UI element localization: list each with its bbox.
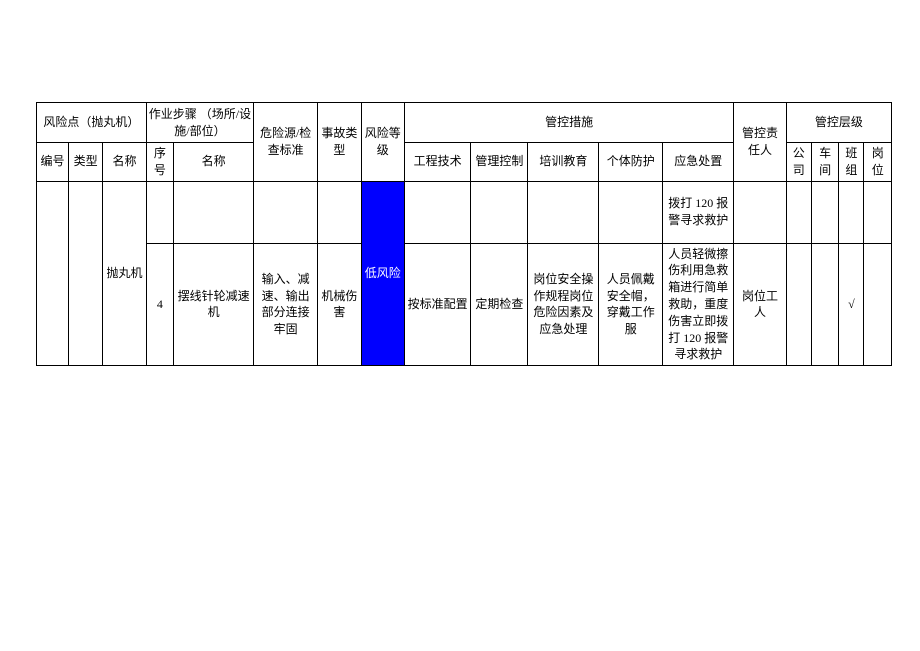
hdr-team: 班组 [839, 143, 864, 182]
cell-ppe-top [599, 181, 663, 243]
cell-name: 抛丸机 [103, 181, 146, 366]
cell-company [786, 243, 811, 366]
cell-risk-level: 低风险 [361, 181, 404, 366]
cell-workshop [811, 243, 838, 366]
hdr-emerg: 应急处置 [663, 143, 734, 182]
cell-hazard-top [254, 181, 318, 243]
cell-emerg-top: 拨打 120 报警寻求救护 [663, 181, 734, 243]
cell-train: 岗位安全操作规程岗位危险因素及应急处理 [528, 243, 599, 366]
cell-resp-top [734, 181, 787, 243]
hdr-workshop: 车间 [811, 143, 838, 182]
hdr-company: 公司 [786, 143, 811, 182]
cell-team: √ [839, 243, 864, 366]
cell-post-top [864, 181, 892, 243]
hdr-name: 名称 [103, 143, 146, 182]
hdr-responsible: 管控责任人 [734, 103, 787, 182]
hdr-ctrl-hier: 管控层级 [786, 103, 891, 143]
cell-name2: 摆线针轮减速机 [174, 243, 254, 366]
hdr-hazard: 危险源/检查标准 [254, 103, 318, 182]
hdr-risk-level: 风险等级 [361, 103, 404, 182]
risk-table: 风险点（抛丸机） 作业步骤 （场所/设施/部位） 危险源/检查标准 事故类型 风… [36, 102, 892, 366]
cell-mgmt-top [471, 181, 528, 243]
hdr-mgmt: 管理控制 [471, 143, 528, 182]
hdr-risk-point: 风险点（抛丸机） [37, 103, 147, 143]
hdr-train: 培训教育 [528, 143, 599, 182]
hdr-ctrl-measures: 管控措施 [404, 103, 733, 143]
cell-eng: 按标准配置 [404, 243, 470, 366]
hdr-ppe: 个体防护 [599, 143, 663, 182]
cell-company-top [786, 181, 811, 243]
cell-seq-top [146, 181, 173, 243]
hdr-eng: 工程技术 [404, 143, 470, 182]
hdr-work-step: 作业步骤 （场所/设施/部位） [146, 103, 253, 143]
cell-seq: 4 [146, 243, 173, 366]
hdr-num: 编号 [37, 143, 69, 182]
cell-team-top [839, 181, 864, 243]
cell-accident: 机械伤害 [318, 243, 361, 366]
cell-resp: 岗位工人 [734, 243, 787, 366]
cell-mgmt: 定期检查 [471, 243, 528, 366]
cell-name2-top [174, 181, 254, 243]
cell-train-top [528, 181, 599, 243]
cell-post [864, 243, 892, 366]
hdr-name2: 名称 [174, 143, 254, 182]
table-container: 风险点（抛丸机） 作业步骤 （场所/设施/部位） 危险源/检查标准 事故类型 风… [36, 102, 892, 366]
cell-accident-top [318, 181, 361, 243]
cell-type [69, 181, 103, 366]
hdr-type: 类型 [69, 143, 103, 182]
cell-ppe: 人员佩戴安全帽，穿戴工作服 [599, 243, 663, 366]
hdr-post: 岗位 [864, 143, 892, 182]
cell-hazard: 输入、减速、输出部分连接牢固 [254, 243, 318, 366]
hdr-seq: 序号 [146, 143, 173, 182]
cell-eng-top [404, 181, 470, 243]
cell-num [37, 181, 69, 366]
cell-workshop-top [811, 181, 838, 243]
cell-emerg: 人员轻微擦伤利用急救箱进行简单救助，重度伤害立即拨打 120 报警寻求救护 [663, 243, 734, 366]
hdr-accident: 事故类型 [318, 103, 361, 182]
